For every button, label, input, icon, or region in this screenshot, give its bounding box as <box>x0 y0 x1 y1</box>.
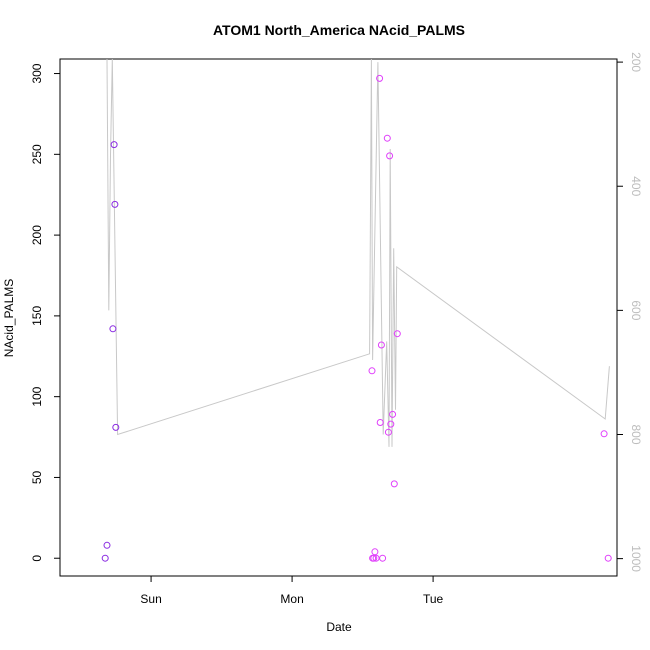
y-tick-label-100: 100 <box>30 386 44 406</box>
data-point-17 <box>386 152 394 160</box>
y2-tick-label-600: 600 <box>629 300 643 320</box>
data-point-11 <box>376 74 384 82</box>
data-point-4 <box>111 200 119 208</box>
data-point-22 <box>600 430 608 438</box>
plot-frame <box>59 58 618 577</box>
y2-tick-label-800: 800 <box>629 424 643 444</box>
data-point-3 <box>110 141 118 149</box>
altitude-line <box>106 58 610 447</box>
data-point-15 <box>383 134 391 142</box>
data-point-16 <box>384 428 392 436</box>
data-point-18 <box>387 420 395 428</box>
data-point-9 <box>371 548 379 556</box>
x-axis-label: Date <box>326 620 352 634</box>
y2-tick-label-400: 400 <box>629 176 643 196</box>
x-tick-label-mon: Mon <box>280 592 303 606</box>
x-tick-label-tue: Tue <box>423 592 444 606</box>
altitude-line-layer <box>106 58 610 447</box>
data-point-20 <box>390 480 398 488</box>
data-point-1 <box>103 541 111 549</box>
chart-title: ATOM1 North_America NAcid_PALMS <box>213 22 465 38</box>
data-point-14 <box>379 554 387 562</box>
y-tick-label-50: 50 <box>30 470 44 484</box>
x-axis: Sun Mon Tue <box>140 575 444 606</box>
y2-tick-label-200: 200 <box>629 52 643 72</box>
data-point-21 <box>393 330 401 338</box>
data-point-13 <box>377 341 385 349</box>
y-tick-label-0: 0 <box>30 555 44 562</box>
data-points-layer <box>101 74 612 562</box>
y-tick-label-250: 250 <box>30 144 44 164</box>
secondary-y-axis: 200 400 600 800 1000 <box>616 52 643 572</box>
y-tick-label-150: 150 <box>30 306 44 326</box>
data-point-0 <box>101 554 109 562</box>
data-point-6 <box>368 367 376 375</box>
y-tick-label-300: 300 <box>30 63 44 83</box>
x-tick-label-sun: Sun <box>140 592 161 606</box>
data-point-5 <box>112 423 120 431</box>
y2-tick-label-1000: 1000 <box>629 545 643 572</box>
data-point-19 <box>389 410 397 418</box>
y-axis-label: NAcid_PALMS <box>2 279 16 357</box>
data-point-23 <box>604 554 612 562</box>
data-point-12 <box>376 419 384 426</box>
y-axis: 0 50 100 150 200 250 300 <box>30 63 61 562</box>
y-tick-label-200: 200 <box>30 225 44 245</box>
data-point-2 <box>109 325 117 333</box>
data-point-8 <box>370 554 378 562</box>
